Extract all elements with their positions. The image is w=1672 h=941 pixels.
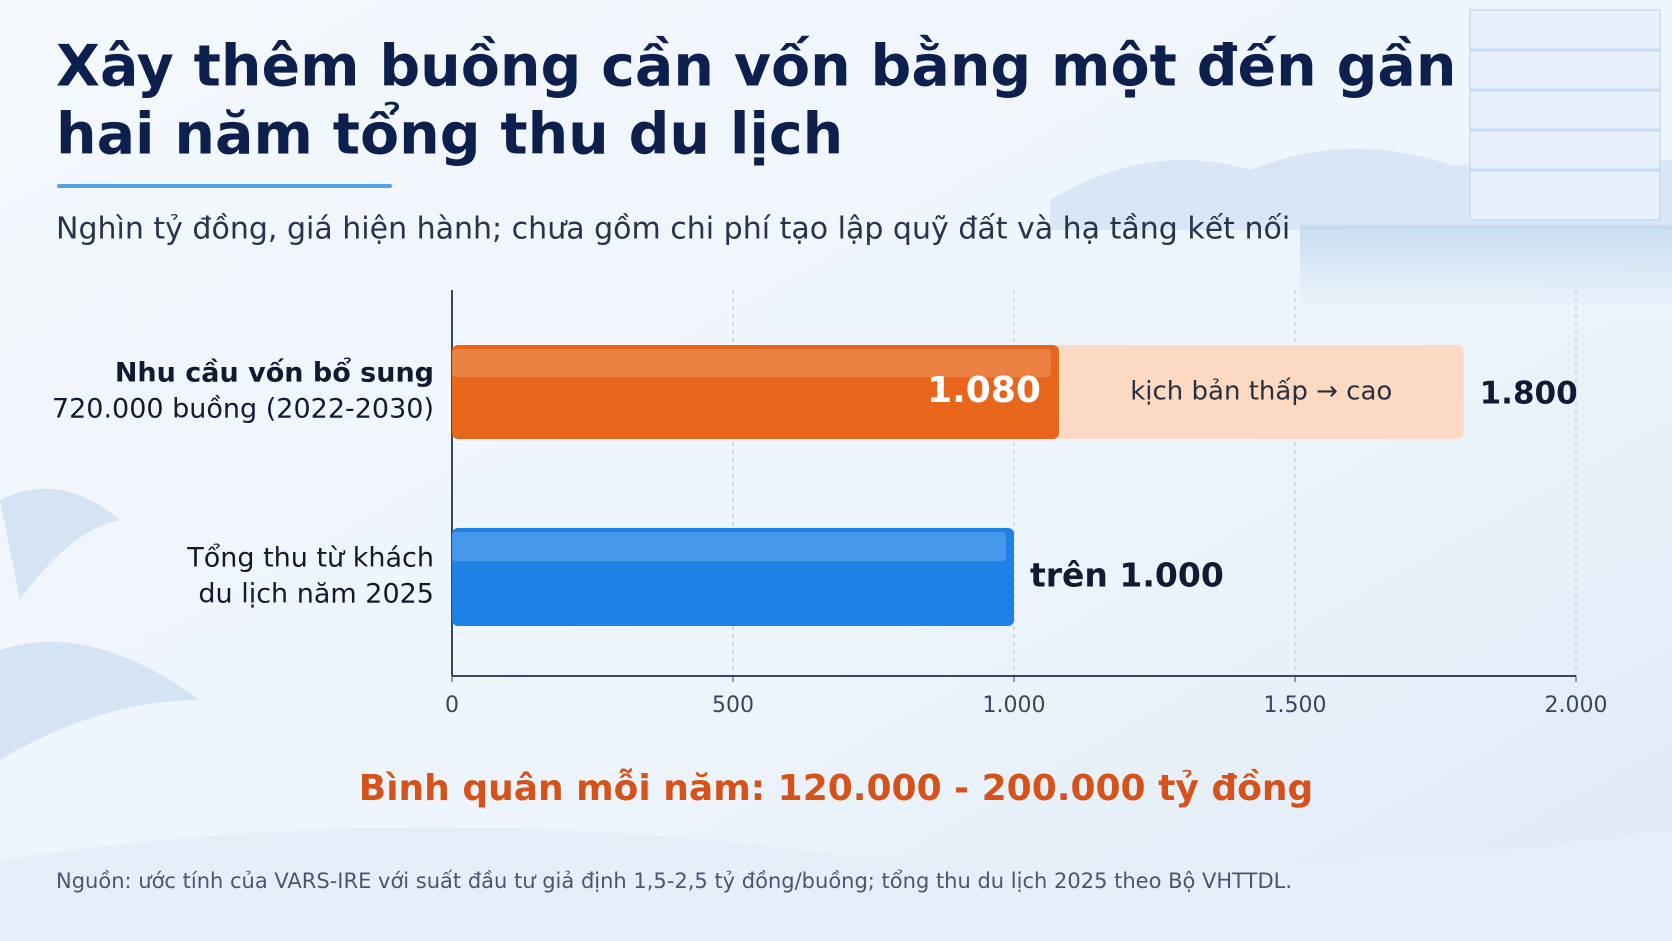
- chart-subtitle: Nghìn tỷ đồng, giá hiện hành; chưa gồm c…: [56, 212, 1290, 247]
- value-label: 1.080: [927, 370, 1041, 411]
- x-tick-label: 0: [445, 693, 459, 718]
- wave: [0, 827, 1672, 941]
- hotel-floors: [1470, 48, 1660, 172]
- source: Nguồn: ước tính của VARS-IRE với suất đầ…: [56, 869, 1292, 893]
- bar-shine: [452, 532, 1006, 562]
- y-tick-label: Tổng thu từ khách: [186, 543, 434, 574]
- x-tick-label: 500: [712, 693, 754, 718]
- y-tick-label: 720.000 buồng (2022-2030): [52, 394, 434, 425]
- sea: [1300, 225, 1672, 315]
- chart-title: hai năm tổng thu du lịch: [56, 102, 843, 168]
- x-tick-label: 2.000: [1545, 693, 1608, 718]
- range-note: kịch bản thấp → cao: [1130, 377, 1392, 407]
- range-bar: [1052, 345, 1464, 439]
- y-tick-label: du lịch năm 2025: [198, 579, 434, 610]
- palm-leaves: [0, 488, 200, 760]
- x-tick-label: 1.000: [983, 693, 1046, 718]
- bar: [452, 345, 1059, 439]
- chart-title: Xây thêm buồng cần vốn bằng một đến gần: [56, 34, 1456, 100]
- hotel: [1469, 9, 1661, 221]
- value-label: trên 1.000: [1030, 556, 1224, 595]
- bar: [452, 528, 1014, 626]
- value-label: 1.800: [1480, 376, 1578, 412]
- bar-shine: [452, 349, 1051, 378]
- x-tick-label: 1.500: [1264, 693, 1327, 718]
- note: Bình quân mỗi năm: 120.000 - 200.000 tỷ …: [359, 768, 1314, 809]
- y-tick-label: Nhu cầu vốn bổ sung: [115, 356, 434, 389]
